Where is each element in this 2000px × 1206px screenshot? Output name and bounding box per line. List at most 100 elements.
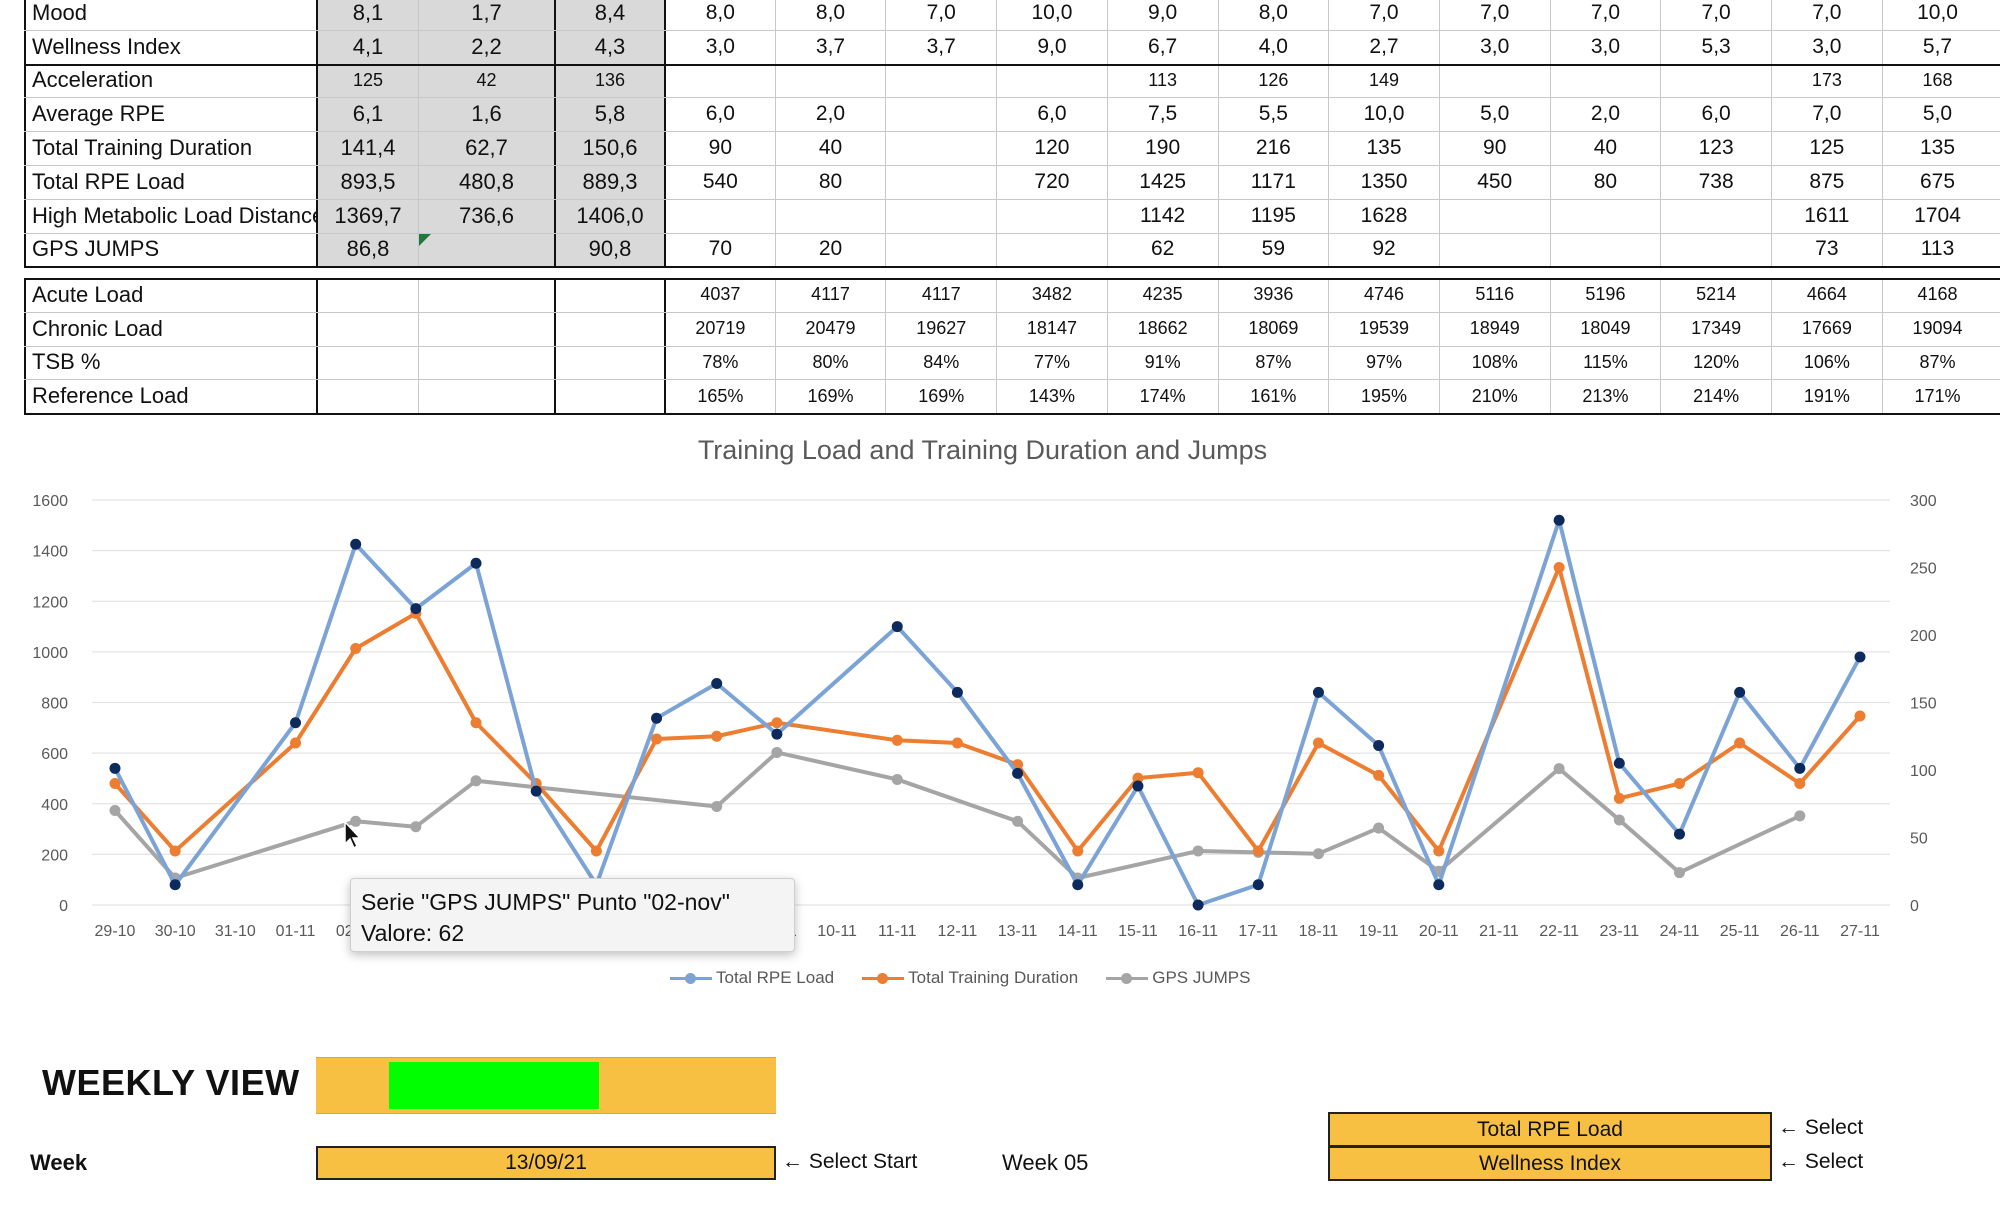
value-cell[interactable]: 3,7 xyxy=(885,29,996,64)
value-cell[interactable]: 4168 xyxy=(1881,278,1993,312)
stat-cell[interactable] xyxy=(418,379,554,414)
value-cell[interactable]: 1195 xyxy=(1217,198,1329,233)
value-cell[interactable]: 113 xyxy=(1106,63,1218,98)
value-cell[interactable]: 90 xyxy=(664,131,775,165)
value-cell[interactable]: 5,0 xyxy=(1881,97,1993,132)
value-cell[interactable]: 18147 xyxy=(996,311,1107,346)
value-cell[interactable] xyxy=(885,63,996,98)
value-cell[interactable]: 161% xyxy=(1217,379,1329,414)
row-label-cell[interactable]: Average RPE xyxy=(24,97,316,132)
value-cell[interactable]: 4037 xyxy=(664,278,775,312)
value-cell[interactable]: 18049 xyxy=(1549,311,1661,346)
value-cell[interactable]: 165% xyxy=(664,379,775,414)
stat-cell[interactable]: 736,6 xyxy=(418,198,554,233)
value-cell[interactable]: 5,3 xyxy=(1660,29,1771,64)
value-cell[interactable]: 3,0 xyxy=(1549,29,1661,64)
value-cell[interactable]: 18069 xyxy=(1217,311,1329,346)
value-cell[interactable]: 10,0 xyxy=(996,0,1107,30)
value-cell[interactable]: 80% xyxy=(774,345,886,380)
row-label-cell[interactable]: TSB % xyxy=(24,345,316,380)
stat-cell[interactable] xyxy=(418,345,554,380)
line-chart[interactable]: 0 200 400 600 800 1000 1200 1400 1600 0 50 100 150 20… xyxy=(0,470,2000,1030)
row-label-cell[interactable]: Acceleration xyxy=(24,63,316,98)
value-cell[interactable] xyxy=(885,198,996,233)
value-cell[interactable]: 174% xyxy=(1106,379,1218,414)
value-cell[interactable] xyxy=(1660,63,1771,98)
value-cell[interactable] xyxy=(996,232,1107,267)
value-cell[interactable]: 8,0 xyxy=(664,0,775,30)
row-label-cell[interactable]: GPS JUMPS xyxy=(24,232,316,267)
value-cell[interactable]: 7,0 xyxy=(1438,0,1550,30)
stat-cell[interactable]: 480,8 xyxy=(418,165,554,199)
stat-cell[interactable] xyxy=(554,278,664,312)
value-cell[interactable]: 5,0 xyxy=(1438,97,1550,132)
value-cell[interactable]: 4,0 xyxy=(1217,29,1329,64)
stat-cell[interactable] xyxy=(554,345,664,380)
row-label-cell[interactable]: Wellness Index xyxy=(24,29,316,64)
value-cell[interactable]: 20479 xyxy=(774,311,886,346)
value-cell[interactable] xyxy=(996,63,1107,98)
row-label-cell[interactable]: Reference Load xyxy=(24,379,316,414)
value-cell[interactable]: 7,0 xyxy=(1771,0,1882,30)
value-cell[interactable]: 195% xyxy=(1328,379,1439,414)
stat-cell[interactable] xyxy=(316,345,418,380)
value-cell[interactable]: 3482 xyxy=(996,278,1107,312)
value-cell[interactable] xyxy=(664,63,775,98)
value-cell[interactable]: 113 xyxy=(1881,232,1993,267)
value-cell[interactable]: 5196 xyxy=(1549,278,1661,312)
value-cell[interactable]: 2,0 xyxy=(1549,97,1661,132)
value-cell[interactable]: 1350 xyxy=(1328,165,1439,199)
stat-cell[interactable] xyxy=(418,311,554,346)
value-cell[interactable]: 3,0 xyxy=(1771,29,1882,64)
value-cell[interactable]: 4235 xyxy=(1106,278,1218,312)
value-cell[interactable]: 62 xyxy=(1106,232,1218,267)
value-cell[interactable]: 90 xyxy=(1438,131,1550,165)
value-cell[interactable]: 1611 xyxy=(1771,198,1882,233)
value-cell[interactable]: 4117 xyxy=(885,278,996,312)
value-cell[interactable]: 40 xyxy=(774,131,886,165)
value-cell[interactable]: 213% xyxy=(1549,379,1661,414)
value-cell[interactable]: 6,0 xyxy=(996,97,1107,132)
value-cell[interactable]: 59 xyxy=(1217,232,1329,267)
stat-cell[interactable]: 2,2 xyxy=(418,29,554,64)
value-cell[interactable]: 10,0 xyxy=(1881,0,1993,30)
value-cell[interactable]: 7,0 xyxy=(1771,97,1882,132)
stat-cell[interactable]: 1,6 xyxy=(418,97,554,132)
value-cell[interactable]: 19627 xyxy=(885,311,996,346)
value-cell[interactable]: 720 xyxy=(996,165,1107,199)
value-cell[interactable]: 171% xyxy=(1881,379,1993,414)
stat-cell[interactable]: 125 xyxy=(316,63,418,98)
stat-cell[interactable] xyxy=(554,379,664,414)
stat-cell[interactable] xyxy=(418,278,554,312)
value-cell[interactable] xyxy=(1549,198,1661,233)
value-cell[interactable]: 5,5 xyxy=(1217,97,1329,132)
stat-cell[interactable]: 8,1 xyxy=(316,0,418,30)
stat-cell[interactable]: 136 xyxy=(554,63,664,98)
value-cell[interactable]: 20 xyxy=(774,232,886,267)
value-cell[interactable]: 20719 xyxy=(664,311,775,346)
stat-cell[interactable]: 4,1 xyxy=(316,29,418,64)
stat-cell[interactable]: 42 xyxy=(418,63,554,98)
value-cell[interactable]: 40 xyxy=(1549,131,1661,165)
legend-item-total-training-duration[interactable]: Total Training Duration xyxy=(862,968,1078,988)
value-cell[interactable]: 1425 xyxy=(1106,165,1218,199)
row-label-cell[interactable]: Mood xyxy=(24,0,316,30)
value-cell[interactable]: 675 xyxy=(1881,165,1993,199)
stat-cell[interactable] xyxy=(316,278,418,312)
value-cell[interactable]: 17349 xyxy=(1660,311,1771,346)
value-cell[interactable] xyxy=(885,165,996,199)
value-cell[interactable] xyxy=(1549,232,1661,267)
value-cell[interactable]: 120 xyxy=(996,131,1107,165)
stat-cell[interactable]: 141,4 xyxy=(316,131,418,165)
legend-item-total-rpe-load[interactable]: Total RPE Load xyxy=(670,968,834,988)
value-cell[interactable]: 115% xyxy=(1549,345,1661,380)
value-cell[interactable]: 8,0 xyxy=(774,0,886,30)
row-label-cell[interactable]: High Metabolic Load Distance xyxy=(24,198,316,233)
stat-cell[interactable]: 5,8 xyxy=(554,97,664,132)
value-cell[interactable]: 7,0 xyxy=(885,0,996,30)
value-cell[interactable]: 77% xyxy=(996,345,1107,380)
value-cell[interactable]: 120% xyxy=(1660,345,1771,380)
value-cell[interactable]: 10,0 xyxy=(1328,97,1439,132)
value-cell[interactable]: 875 xyxy=(1771,165,1882,199)
stat-cell[interactable]: 90,8 xyxy=(554,232,664,267)
